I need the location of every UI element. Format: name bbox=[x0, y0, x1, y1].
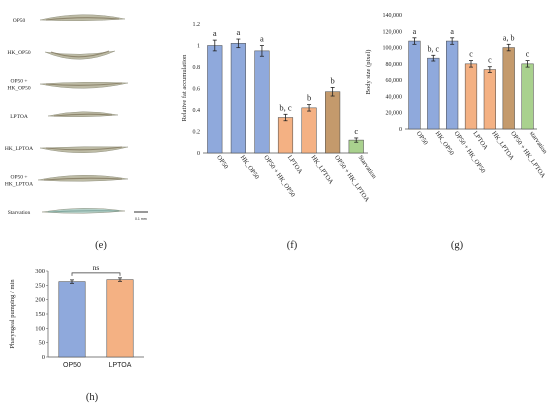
worm-row-label: Starvation bbox=[8, 210, 31, 216]
y-tick-label: 60,000 bbox=[386, 78, 403, 84]
y-tick-label: 0.6 bbox=[193, 87, 201, 93]
bar bbox=[521, 63, 534, 130]
y-tick-label: 80,000 bbox=[386, 62, 403, 68]
y-tick-label: 200 bbox=[35, 297, 45, 304]
significance-letter: c bbox=[354, 126, 358, 136]
panel-f-y-axis-label: Relative fat accumulation bbox=[181, 54, 188, 122]
significance-letter: a bbox=[236, 27, 240, 37]
significance-bracket bbox=[71, 272, 121, 276]
y-tick-label: 150 bbox=[35, 311, 45, 318]
y-tick-label: 0.2 bbox=[193, 130, 201, 136]
y-tick-label: 120,000 bbox=[383, 29, 403, 35]
bar bbox=[408, 40, 421, 130]
significance-letter: c bbox=[488, 56, 492, 65]
x-tick-label: OP50 bbox=[415, 130, 429, 146]
x-tick-label: LPTOA bbox=[471, 130, 489, 151]
x-tick-label: OP50 bbox=[63, 362, 81, 369]
bar bbox=[207, 45, 223, 154]
worm-row-label: HK_LPTOA bbox=[5, 182, 33, 188]
panel-f-caption: (f) bbox=[287, 240, 298, 251]
worm-row-label: HK_OP50 bbox=[7, 50, 30, 56]
worm-gut bbox=[53, 113, 113, 117]
bar bbox=[427, 57, 440, 130]
x-tick-label: LPTOA bbox=[109, 362, 132, 369]
worm-gut bbox=[47, 210, 120, 213]
y-tick-label: 0.4 bbox=[193, 108, 201, 114]
worm-row-label: OP50 + bbox=[10, 79, 27, 85]
y-tick-label: 0 bbox=[42, 354, 45, 361]
significance-letter: c bbox=[526, 50, 530, 59]
x-tick-label: OP50 bbox=[215, 154, 229, 170]
bar bbox=[301, 107, 317, 154]
worm-images bbox=[37, 14, 129, 214]
worm-gut bbox=[45, 82, 123, 86]
bar bbox=[254, 50, 270, 154]
panel-f-fat-chart: Relative fat accumulation 0 0.2 0.4 0.6 0.8 1… bbox=[181, 22, 378, 251]
worm-gut bbox=[50, 50, 110, 58]
x-tick-label: HK_OP50 bbox=[239, 154, 260, 181]
y-tick-label: 0 bbox=[399, 127, 402, 133]
y-tick-label: 100 bbox=[35, 325, 45, 332]
bar bbox=[446, 40, 459, 130]
y-tick-label: 1.2 bbox=[193, 22, 201, 28]
significance-letter: b, c bbox=[279, 102, 292, 112]
worm-row-label: HK_OP50 bbox=[7, 86, 30, 92]
panel-h-caption: (h) bbox=[86, 392, 99, 403]
bar bbox=[464, 63, 478, 130]
y-tick-label: 0 bbox=[197, 151, 200, 157]
y-tick-label: 300 bbox=[35, 268, 45, 275]
worm-gut bbox=[45, 146, 123, 151]
bar bbox=[277, 117, 294, 154]
bar bbox=[502, 47, 515, 130]
significance-letter: b bbox=[307, 93, 311, 103]
panel-g-y-axis-label: Body size (pixel) bbox=[365, 50, 372, 95]
significance-letter: a bbox=[213, 28, 217, 38]
x-tick-label: HK_OP50 bbox=[434, 130, 455, 157]
y-tick-label: 100,000 bbox=[383, 46, 403, 52]
worm-row-label: LPTOA bbox=[10, 114, 28, 120]
worm-gut bbox=[43, 177, 123, 181]
worm-row-label: OP50 + bbox=[10, 175, 27, 181]
worm-row-label: OP50 bbox=[13, 18, 26, 24]
y-tick-label: 1 bbox=[197, 44, 200, 50]
y-tick-label: 50 bbox=[39, 340, 46, 347]
y-tick-label: 20,000 bbox=[386, 111, 403, 117]
x-tick-label: HK_LPTOA bbox=[309, 154, 334, 186]
x-tick-label: OP50 + HK_LPTOA bbox=[509, 130, 547, 179]
significance-letter: b, c bbox=[428, 44, 440, 53]
x-tick-label: LPTOA bbox=[286, 154, 304, 175]
bar bbox=[325, 91, 341, 154]
worm-gut bbox=[45, 17, 120, 21]
bar bbox=[58, 281, 86, 358]
significance-letter: a bbox=[450, 27, 454, 36]
y-tick-label: 0.8 bbox=[193, 65, 201, 71]
panel-e-caption: (e) bbox=[95, 240, 107, 251]
panel-h-pumping-chart: Pharyngeal pumping / min 0 50 100 150 200 250… bbox=[9, 263, 144, 403]
bar bbox=[230, 43, 246, 154]
significance-letter: a, b bbox=[503, 33, 515, 42]
x-tick-label: Starvation bbox=[357, 154, 378, 181]
scale-bar-label: 0.1 mm bbox=[135, 217, 147, 221]
y-tick-label: 40,000 bbox=[386, 94, 403, 100]
bar bbox=[483, 69, 496, 130]
significance-letter: a bbox=[260, 34, 264, 44]
panel-g-caption: (g) bbox=[451, 240, 464, 251]
significance-letter: c bbox=[469, 50, 473, 59]
bar bbox=[106, 279, 134, 358]
significance-label: ns bbox=[93, 263, 100, 272]
panel-h-y-axis-label: Pharyngeal pumping / min bbox=[9, 279, 16, 349]
y-tick-label: 140,000 bbox=[383, 13, 403, 19]
worm-row-label: HK_LPTOA bbox=[5, 146, 33, 152]
y-tick-label: 250 bbox=[35, 282, 45, 289]
worm-image bbox=[44, 50, 116, 60]
panel-g-body-size-chart: Body size (pixel) 0 20,000 40,000 60,000 80,… bbox=[365, 13, 549, 251]
significance-letter: a bbox=[413, 27, 417, 36]
significance-letter: b bbox=[331, 75, 335, 85]
